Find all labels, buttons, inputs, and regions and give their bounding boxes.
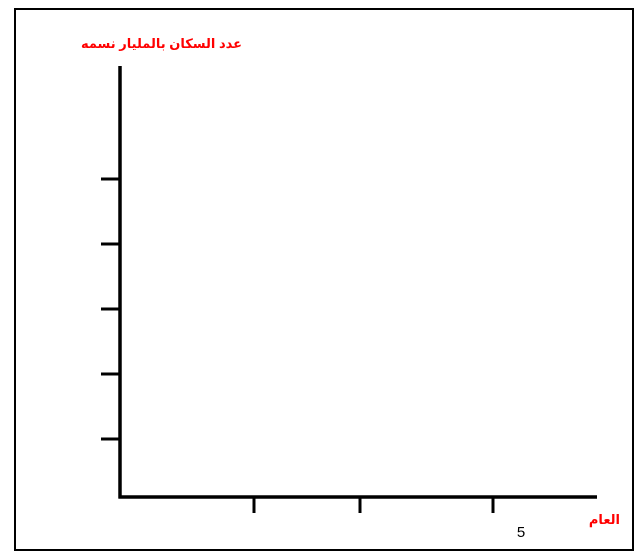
y-axis-title: عدد السكان بالمليار نسمه: [80, 36, 242, 51]
chart-frame: [14, 8, 634, 551]
x-tick-label: 5: [516, 524, 526, 541]
y-ticks-group: [101, 177, 120, 441]
axes-group: [118, 66, 597, 499]
x-axis-title: العام: [588, 512, 620, 527]
x-ticks-group: [252, 497, 495, 513]
